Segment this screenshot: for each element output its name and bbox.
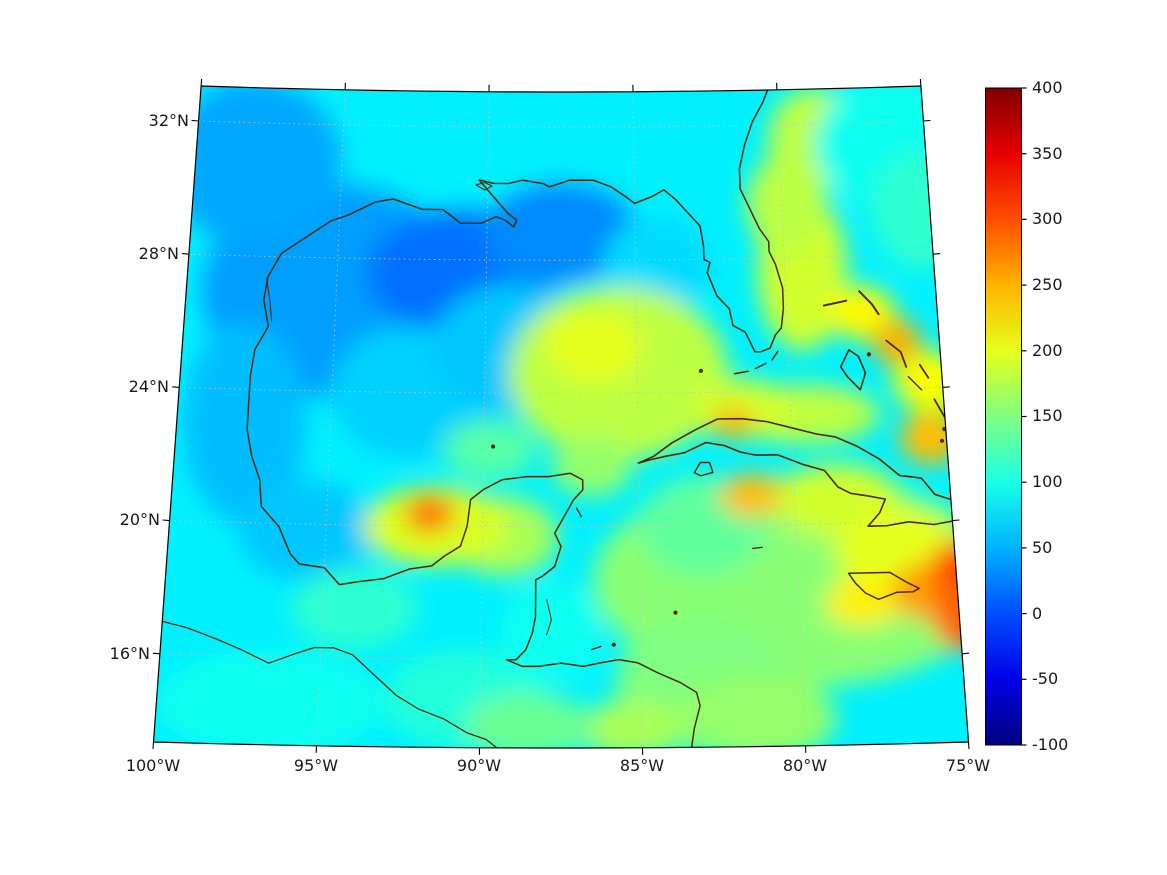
coastline-cuba (637, 417, 969, 527)
colorbar-tick-label: 200 (1032, 341, 1063, 360)
coastline-eleuthera (885, 339, 908, 368)
heat-feature (166, 86, 342, 246)
coastline-roatan (590, 645, 602, 651)
coastline-andros (839, 349, 867, 391)
y-tick-label: 16°N (109, 644, 150, 663)
colorbar-tick-label: -100 (1032, 735, 1069, 754)
x-tick (919, 78, 922, 87)
islet-dot (611, 642, 616, 647)
parallel-gridline (179, 386, 943, 394)
islet-dot (673, 610, 678, 615)
heat-feature (183, 322, 306, 523)
heat-feature (545, 310, 643, 384)
y-tick (962, 652, 970, 655)
colorbar-tick-label: 350 (1032, 144, 1063, 163)
heat-feature (290, 568, 418, 649)
x-tick-label: 75°W (945, 756, 991, 775)
heat-feature (930, 540, 969, 601)
parallel-gridline (169, 520, 953, 528)
coastline-florida-keys-2 (754, 362, 767, 370)
y-tick (933, 253, 941, 255)
colorbar-tick-label: -50 (1032, 669, 1059, 688)
x-tick (200, 78, 203, 87)
islet-dot (698, 368, 704, 373)
colorbar-tick-label: 250 (1032, 275, 1063, 294)
coastline-grand-bahama (822, 299, 848, 307)
y-tick (172, 386, 180, 388)
x-tick (967, 741, 970, 750)
colorbar-tick-label: 400 (1032, 78, 1063, 97)
heat-feature (580, 699, 685, 748)
coastline-florida-keys-1 (733, 370, 749, 375)
x-tick-label: 80°W (782, 756, 828, 775)
colorbar-gradient (985, 87, 1022, 746)
x-tick-label: 85°W (619, 756, 665, 775)
y-tick (181, 253, 189, 255)
coastline-mexico-central-america-coast (246, 325, 701, 748)
x-tick-label: 100°W (125, 756, 181, 775)
coastline-us-gulf-atlantic-coast (263, 87, 785, 353)
coastline-isla-juventud (693, 461, 714, 477)
coastline-pacific-coast (158, 619, 500, 748)
colorbar-tick-label: 100 (1032, 472, 1063, 491)
heat-feature (870, 151, 969, 272)
parallel-gridline (188, 253, 934, 261)
y-tick (923, 119, 931, 122)
colorbar-tick-label: 300 (1032, 209, 1063, 228)
islet-dot (866, 352, 872, 357)
heat-feature (463, 693, 594, 748)
y-tick (952, 519, 960, 522)
heat-feature (551, 436, 633, 497)
heat-feature (933, 583, 969, 651)
y-tick-label: 20°N (119, 510, 160, 529)
coastlines (158, 87, 969, 748)
coastline-florida-keys-3 (771, 350, 779, 361)
heatmap-field (153, 86, 969, 748)
coastline-exuma-chain (907, 376, 923, 391)
coastline-cozumel (575, 507, 582, 518)
heat-feature (719, 473, 783, 517)
y-tick (162, 519, 170, 522)
coastline-belize-reef (546, 599, 552, 636)
heat-feature (900, 411, 962, 465)
x-tick (152, 741, 155, 750)
heat-feature (443, 419, 537, 480)
y-tick-label: 32°N (148, 111, 189, 130)
y-tick (942, 386, 950, 388)
islet-dot (491, 444, 496, 449)
graticule (159, 89, 963, 748)
coastline-texas-barrier-island (266, 277, 273, 323)
colorbar-tick-label: 50 (1032, 538, 1053, 557)
heat-feature (711, 407, 755, 438)
y-tick-label: 28°N (138, 244, 179, 263)
heat-feature (238, 480, 376, 581)
heat-feature (674, 675, 837, 748)
islet-dot (939, 438, 945, 443)
colorbar-tick-label: 0 (1032, 604, 1043, 623)
y-tick-label: 24°N (128, 377, 169, 396)
heat-feature (824, 579, 902, 627)
heat-feature (156, 650, 383, 748)
coastline-cat-island (918, 363, 930, 379)
x-tick-label: 95°W (293, 756, 339, 775)
colorbar-tick-label: 150 (1032, 406, 1063, 425)
coastline-abaco (858, 290, 880, 316)
coastline-lake-pontchartrain (475, 182, 493, 191)
heat-feature (828, 286, 896, 340)
y-tick (191, 119, 199, 122)
parallel-gridline (159, 653, 963, 661)
axis-ticks (152, 78, 970, 755)
coastline-grand-cayman (752, 546, 763, 550)
y-tick (152, 652, 160, 655)
x-tick-label: 90°W (456, 756, 502, 775)
heat-feature (404, 495, 455, 533)
heat-feature (500, 583, 603, 683)
heat-feature (872, 318, 922, 366)
parallel-gridline (198, 120, 924, 128)
coastline-jamaica (847, 571, 920, 601)
colorbar (985, 87, 1027, 746)
heat-feature (484, 183, 638, 284)
